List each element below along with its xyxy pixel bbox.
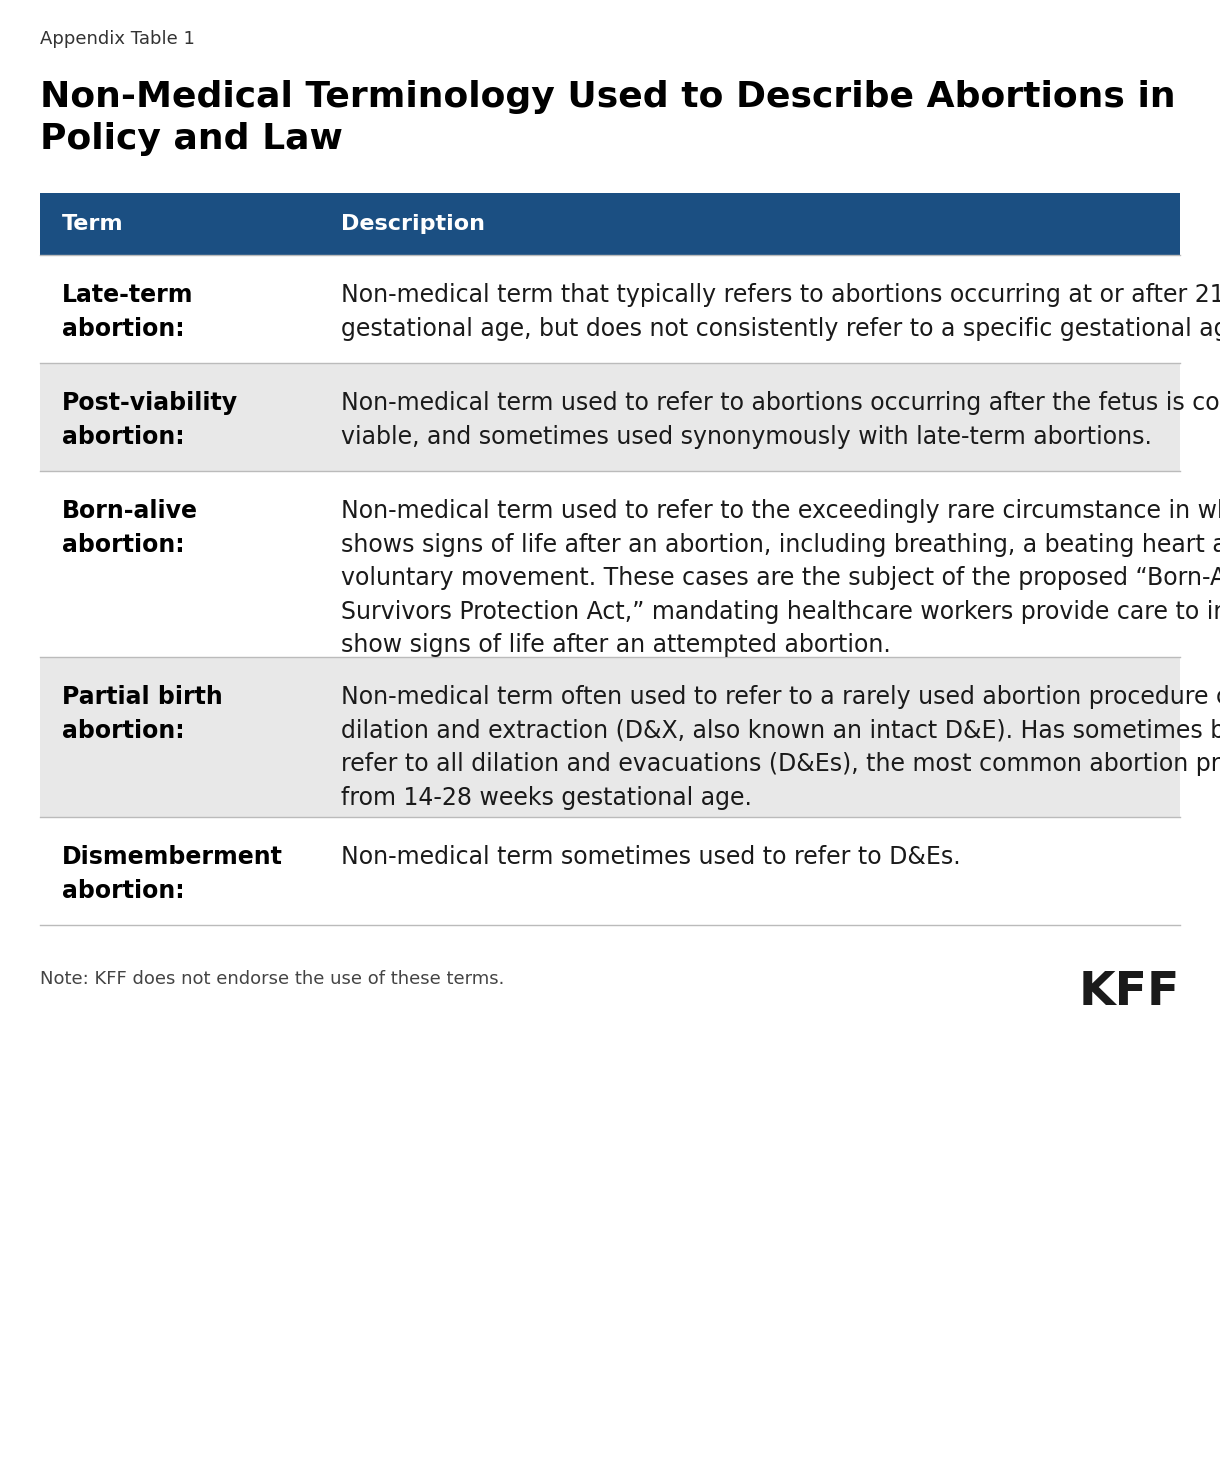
- Text: Non-Medical Terminology Used to Describe Abortions in: Non-Medical Terminology Used to Describe…: [40, 79, 1176, 113]
- Text: Non-medical term used to refer to abortions occurring after the fetus is conside: Non-medical term used to refer to aborti…: [342, 392, 1220, 449]
- Text: Note: KFF does not endorse the use of these terms.: Note: KFF does not endorse the use of th…: [40, 970, 504, 988]
- Bar: [40, 364, 1180, 471]
- Text: Appendix Table 1: Appendix Table 1: [40, 29, 195, 49]
- Text: Description: Description: [342, 215, 486, 234]
- Text: Non-medical term used to refer to the exceedingly rare circumstance in which a n: Non-medical term used to refer to the ex…: [342, 499, 1220, 657]
- Text: Term: Term: [62, 215, 123, 234]
- Text: Late-term
abortion:: Late-term abortion:: [62, 283, 194, 340]
- Bar: [40, 657, 1180, 817]
- Text: Dismemberment
abortion:: Dismemberment abortion:: [62, 845, 283, 902]
- Text: Non-medical term often used to refer to a rarely used abortion procedure called
: Non-medical term often used to refer to …: [342, 684, 1220, 810]
- Bar: [40, 255, 1180, 364]
- Text: Post-viability
abortion:: Post-viability abortion:: [62, 392, 238, 449]
- Text: Non-medical term that typically refers to abortions occurring at or after 21 wee: Non-medical term that typically refers t…: [342, 283, 1220, 340]
- Bar: [40, 817, 1180, 926]
- Bar: [40, 471, 1180, 657]
- Text: Policy and Law: Policy and Law: [40, 122, 343, 156]
- Text: Partial birth
abortion:: Partial birth abortion:: [62, 684, 223, 743]
- Text: Born-alive
abortion:: Born-alive abortion:: [62, 499, 198, 556]
- Bar: [40, 193, 1180, 255]
- Text: Non-medical term sometimes used to refer to D&Es.: Non-medical term sometimes used to refer…: [342, 845, 961, 868]
- Text: KFF: KFF: [1078, 970, 1180, 1016]
